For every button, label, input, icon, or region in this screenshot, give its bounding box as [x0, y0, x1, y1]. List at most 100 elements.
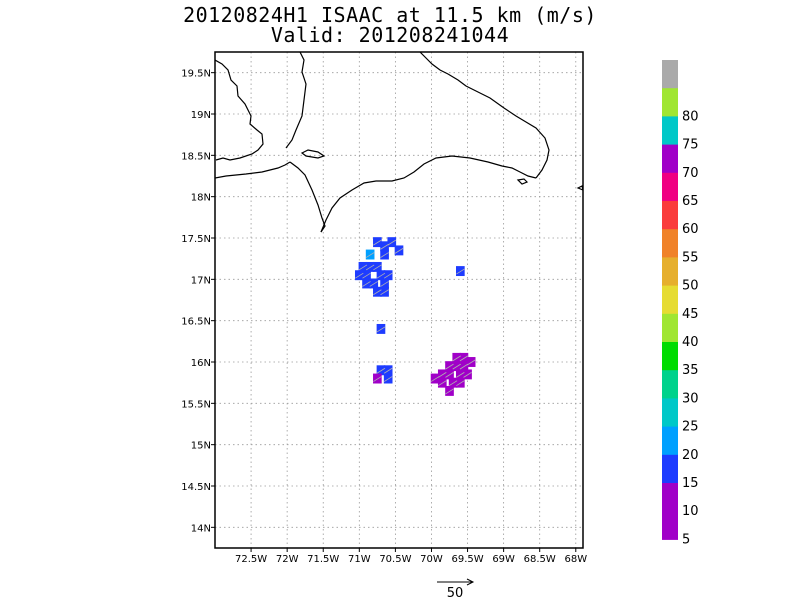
colorbar-label: 20: [682, 448, 699, 463]
wind-cell: [459, 352, 469, 363]
wind-cell: [380, 241, 389, 252]
wind-cell: [373, 373, 382, 384]
wind-cell: [373, 237, 382, 248]
wind-cell: [365, 249, 375, 260]
colorbar-label: 50: [682, 279, 699, 294]
wind-vector: [365, 252, 375, 258]
wind-vector: [452, 363, 461, 370]
lon-tick-label: 72.5W: [235, 554, 267, 565]
colorbar-label: 40: [682, 335, 699, 350]
wind-cell: [383, 373, 393, 384]
colorbar-swatch: [662, 88, 678, 117]
wind-vector: [456, 372, 465, 378]
wind-vector: [376, 326, 386, 333]
wind-vector: [355, 272, 364, 279]
wind-vectors: [355, 239, 476, 395]
wind-cell: [452, 361, 462, 372]
colorbar-swatch: [662, 483, 678, 512]
colorbar-label: 55: [682, 250, 699, 265]
lon-tick-label: 71.5W: [307, 554, 339, 565]
longitude-ticks: 72.5W 72W 71.5W 71W 70.5W 70W 69.5W 69W 68.5W 68W: [235, 548, 587, 565]
colorbar-label: 75: [682, 138, 699, 153]
wind-vector: [383, 367, 393, 374]
lat-tick-label: 18N: [191, 193, 211, 204]
lat-tick-label: 15N: [191, 441, 211, 452]
wind-vector: [456, 380, 465, 387]
wind-vector: [380, 252, 389, 258]
lat-tick-label: 16.5N: [181, 317, 211, 328]
colorbar-swatch: [662, 257, 678, 287]
wind-vector: [459, 355, 469, 362]
wind-vector: [459, 363, 469, 370]
wind-vector: [373, 239, 382, 246]
colorbar-label: 5: [682, 532, 690, 547]
lon-tick-label: 70W: [420, 554, 443, 565]
wind-speed-patches: [354, 237, 476, 396]
colorbar-label: 80: [682, 109, 699, 124]
wind-cell: [376, 365, 386, 376]
colorbar-swatch: [662, 60, 678, 89]
wind-vector: [380, 243, 389, 250]
wind-vector: [376, 367, 386, 374]
colorbar-swatch: [662, 313, 678, 343]
lat-tick-label: 15.5N: [181, 399, 211, 410]
lon-tick-label: 68W: [564, 554, 587, 565]
colorbar-swatch: [662, 172, 678, 202]
latitude-ticks: 19.5N 19N 18.5N 18N 17.5N 17N 16.5N 16N 15.5N 15N…: [181, 69, 215, 534]
wind-cell: [448, 377, 458, 388]
colorbar-swatch: [662, 511, 678, 540]
plot-frame: [214, 51, 584, 549]
colorbar-label: 15: [682, 476, 699, 491]
colorbar-swatch: [662, 454, 678, 484]
wind-vector: [445, 388, 454, 395]
wind-vector: [376, 272, 386, 279]
wind-cell: [456, 377, 465, 388]
colorbar-swatch: [662, 116, 678, 146]
wind-vector: [373, 264, 382, 271]
colorbar-label: 25: [682, 420, 699, 435]
wind-cell: [430, 373, 440, 384]
colorbar: 80 75 70 65 60 55 50 45 40 35 30 25 20 15 10 5: [662, 60, 699, 547]
colorbar-label: 60: [682, 222, 699, 237]
wind-cell: [362, 270, 371, 281]
lon-tick-label: 71W: [348, 554, 371, 565]
wind-cell: [459, 361, 469, 372]
colorbar-label: 65: [682, 194, 699, 209]
wind-cell: [387, 237, 397, 248]
wind-cell: [373, 286, 382, 297]
wind-vector: [448, 380, 458, 387]
wind-cell: [373, 261, 382, 272]
wind-cell: [376, 323, 386, 334]
wind-vector: [373, 289, 382, 296]
colorbar-swatch: [662, 398, 678, 428]
wind-vector: [438, 380, 447, 387]
vector-scale-label: 50: [447, 586, 464, 600]
colorbar-label: 35: [682, 363, 699, 378]
wind-cell: [463, 369, 472, 380]
colorbar-swatch: [662, 426, 678, 456]
lon-tick-label: 69W: [492, 554, 515, 565]
wind-vector: [430, 376, 440, 382]
lat-tick-label: 18.5N: [181, 151, 211, 162]
map-title: 20120824H1 ISAAC at 11.5 km (m/s): [183, 3, 597, 27]
arrowhead-icon: [466, 578, 475, 586]
colorbar-label: 70: [682, 166, 699, 181]
lon-tick-label: 70.5W: [379, 554, 411, 565]
wind-vector: [452, 355, 461, 362]
wind-vector: [369, 281, 378, 287]
wind-vector: [362, 272, 371, 279]
lat-tick-label: 14.5N: [181, 482, 211, 493]
colorbar-swatch: [662, 229, 678, 258]
wind-vector: [362, 281, 371, 287]
wind-vector: [394, 248, 404, 254]
wind-cell: [445, 369, 454, 380]
lat-tick-label: 17.5N: [181, 234, 211, 245]
wind-cell: [452, 352, 462, 363]
wind-cell: [362, 278, 371, 289]
wind-cell: [456, 369, 465, 380]
wind-cell: [358, 261, 368, 272]
wind-vector: [373, 376, 382, 382]
wind-vector: [463, 372, 472, 378]
colorbar-label: 30: [682, 391, 699, 406]
